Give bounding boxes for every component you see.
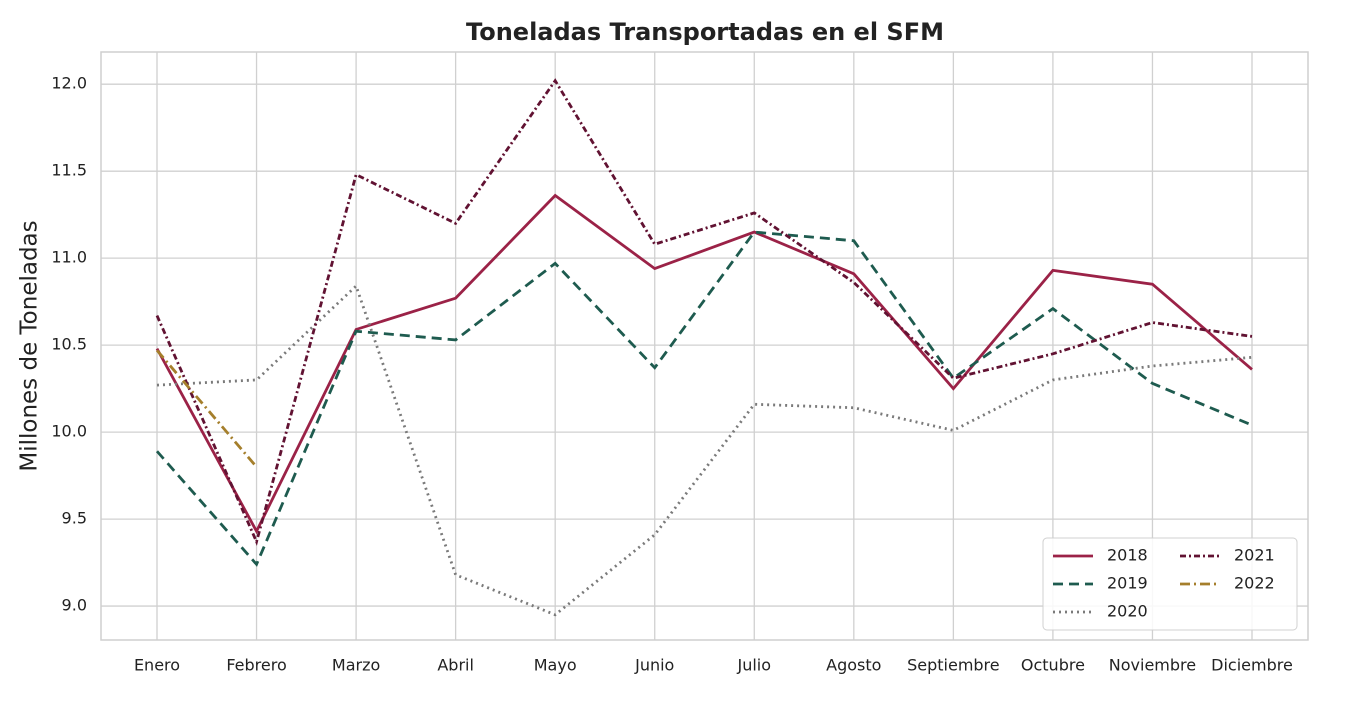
- x-tick-label: Enero: [134, 656, 180, 675]
- y-tick-label: 11.5: [51, 161, 87, 180]
- legend-box: [1042, 537, 1298, 631]
- y-tick-label: 11.0: [51, 248, 87, 267]
- x-tick-label: Junio: [634, 656, 674, 675]
- legend-label: 2020: [1107, 602, 1148, 621]
- x-tick-label: Marzo: [332, 656, 380, 675]
- x-tick-label: Noviembre: [1109, 656, 1196, 675]
- chart-title: Toneladas Transportadas en el SFM: [466, 18, 944, 46]
- y-tick-label: 9.0: [62, 596, 87, 615]
- x-tick-label: Agosto: [826, 656, 881, 675]
- x-tick-label: Mayo: [534, 656, 577, 675]
- legend-label: 2018: [1107, 546, 1148, 565]
- y-tick-label: 10.0: [51, 422, 87, 441]
- x-tick-label: Diciembre: [1211, 656, 1293, 675]
- line-series: [155, 349, 258, 468]
- x-tick-label: Septiembre: [907, 656, 1000, 675]
- legend-label: 2019: [1107, 574, 1148, 593]
- line-series: [155, 193, 1253, 535]
- x-tick-label: Abril: [437, 656, 474, 675]
- y-axis-label: Millones de Toneladas: [17, 220, 43, 471]
- y-tick-label: 10.5: [51, 335, 87, 354]
- x-tick-label: Julio: [736, 656, 771, 675]
- x-tick-label: Octubre: [1021, 656, 1085, 675]
- legend-label: 2022: [1234, 574, 1275, 593]
- legend-label: 2021: [1234, 546, 1275, 565]
- y-tick-label: 9.5: [62, 509, 87, 528]
- y-tick-label: 12.0: [51, 74, 87, 93]
- plot-frame: [100, 51, 1309, 641]
- x-tick-label: Febrero: [226, 656, 286, 675]
- line-series: [155, 230, 1253, 567]
- line-series: [155, 78, 1253, 546]
- line-series: [156, 283, 1253, 617]
